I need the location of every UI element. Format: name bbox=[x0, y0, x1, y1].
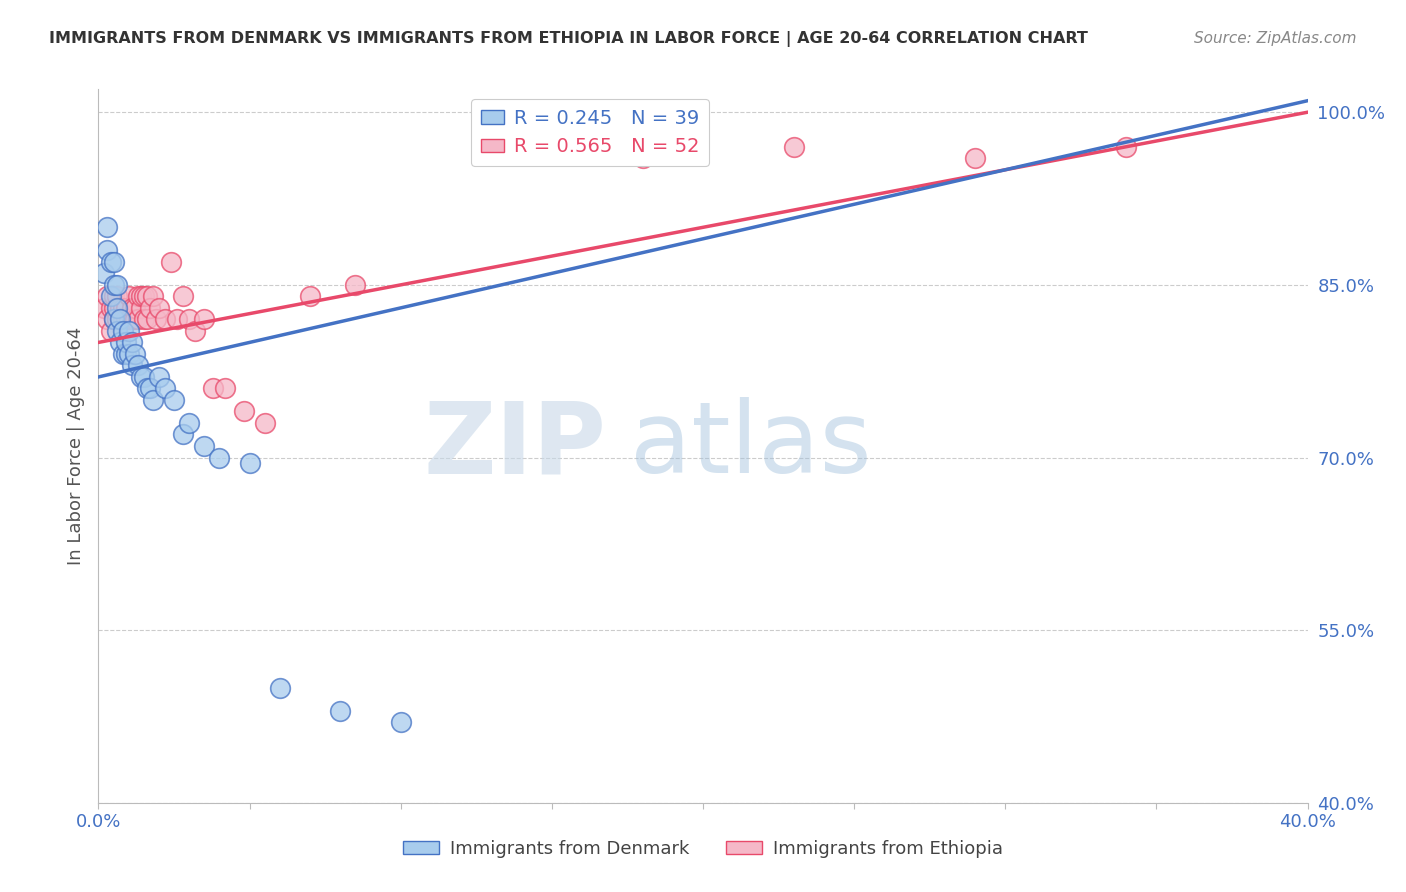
Point bbox=[172, 289, 194, 303]
Point bbox=[105, 277, 128, 292]
Point bbox=[124, 312, 146, 326]
Point bbox=[103, 301, 125, 315]
Y-axis label: In Labor Force | Age 20-64: In Labor Force | Age 20-64 bbox=[66, 326, 84, 566]
Point bbox=[129, 301, 152, 315]
Point bbox=[105, 324, 128, 338]
Point bbox=[118, 347, 141, 361]
Point bbox=[93, 301, 115, 315]
Point bbox=[121, 312, 143, 326]
Point bbox=[142, 392, 165, 407]
Point bbox=[193, 439, 215, 453]
Point bbox=[100, 324, 122, 338]
Point bbox=[135, 312, 157, 326]
Point bbox=[96, 220, 118, 235]
Point bbox=[172, 427, 194, 442]
Point bbox=[96, 289, 118, 303]
Point bbox=[129, 289, 152, 303]
Point bbox=[118, 324, 141, 338]
Point bbox=[148, 301, 170, 315]
Point bbox=[105, 301, 128, 315]
Point bbox=[111, 301, 134, 315]
Point bbox=[329, 704, 352, 718]
Point bbox=[124, 301, 146, 315]
Point bbox=[108, 301, 131, 315]
Legend: R = 0.245   N = 39, R = 0.565   N = 52: R = 0.245 N = 39, R = 0.565 N = 52 bbox=[471, 99, 709, 166]
Point bbox=[103, 255, 125, 269]
Point bbox=[127, 312, 149, 326]
Point bbox=[114, 347, 136, 361]
Point bbox=[148, 370, 170, 384]
Point bbox=[105, 312, 128, 326]
Text: ZIP: ZIP bbox=[423, 398, 606, 494]
Point bbox=[142, 289, 165, 303]
Point bbox=[153, 312, 176, 326]
Point bbox=[139, 381, 162, 395]
Point bbox=[253, 416, 276, 430]
Point bbox=[132, 312, 155, 326]
Point bbox=[118, 312, 141, 326]
Point bbox=[783, 140, 806, 154]
Point bbox=[100, 301, 122, 315]
Point bbox=[145, 312, 167, 326]
Point bbox=[202, 381, 225, 395]
Point bbox=[179, 312, 201, 326]
Point bbox=[132, 289, 155, 303]
Point bbox=[100, 289, 122, 303]
Point bbox=[132, 370, 155, 384]
Point bbox=[208, 450, 231, 465]
Text: Source: ZipAtlas.com: Source: ZipAtlas.com bbox=[1194, 31, 1357, 46]
Point bbox=[111, 324, 134, 338]
Point bbox=[344, 277, 367, 292]
Text: atlas: atlas bbox=[630, 398, 872, 494]
Point bbox=[239, 456, 262, 470]
Point bbox=[163, 392, 186, 407]
Point bbox=[108, 335, 131, 350]
Point bbox=[127, 289, 149, 303]
Point bbox=[111, 312, 134, 326]
Point bbox=[127, 359, 149, 373]
Point bbox=[103, 277, 125, 292]
Point bbox=[103, 289, 125, 303]
Point bbox=[160, 255, 183, 269]
Point bbox=[232, 404, 254, 418]
Point bbox=[299, 289, 322, 303]
Point bbox=[389, 715, 412, 730]
Point bbox=[103, 312, 125, 326]
Point bbox=[124, 347, 146, 361]
Point bbox=[121, 335, 143, 350]
Point bbox=[114, 301, 136, 315]
Point bbox=[96, 312, 118, 326]
Point bbox=[121, 301, 143, 315]
Text: IMMIGRANTS FROM DENMARK VS IMMIGRANTS FROM ETHIOPIA IN LABOR FORCE | AGE 20-64 C: IMMIGRANTS FROM DENMARK VS IMMIGRANTS FR… bbox=[49, 31, 1088, 47]
Point bbox=[111, 347, 134, 361]
Point bbox=[100, 255, 122, 269]
Point bbox=[631, 151, 654, 165]
Point bbox=[103, 312, 125, 326]
Point bbox=[153, 381, 176, 395]
Point bbox=[105, 289, 128, 303]
Point bbox=[1115, 140, 1137, 154]
Point bbox=[108, 312, 131, 326]
Legend: Immigrants from Denmark, Immigrants from Ethiopia: Immigrants from Denmark, Immigrants from… bbox=[396, 833, 1010, 865]
Point bbox=[108, 312, 131, 326]
Point bbox=[129, 370, 152, 384]
Point bbox=[93, 266, 115, 280]
Point bbox=[96, 244, 118, 258]
Point bbox=[269, 681, 291, 695]
Point bbox=[184, 324, 207, 338]
Point bbox=[118, 289, 141, 303]
Point bbox=[179, 416, 201, 430]
Point bbox=[135, 289, 157, 303]
Point bbox=[139, 301, 162, 315]
Point bbox=[510, 140, 533, 154]
Point bbox=[193, 312, 215, 326]
Point bbox=[114, 312, 136, 326]
Point bbox=[166, 312, 188, 326]
Point bbox=[214, 381, 236, 395]
Point bbox=[114, 335, 136, 350]
Point bbox=[965, 151, 987, 165]
Point bbox=[121, 359, 143, 373]
Point bbox=[135, 381, 157, 395]
